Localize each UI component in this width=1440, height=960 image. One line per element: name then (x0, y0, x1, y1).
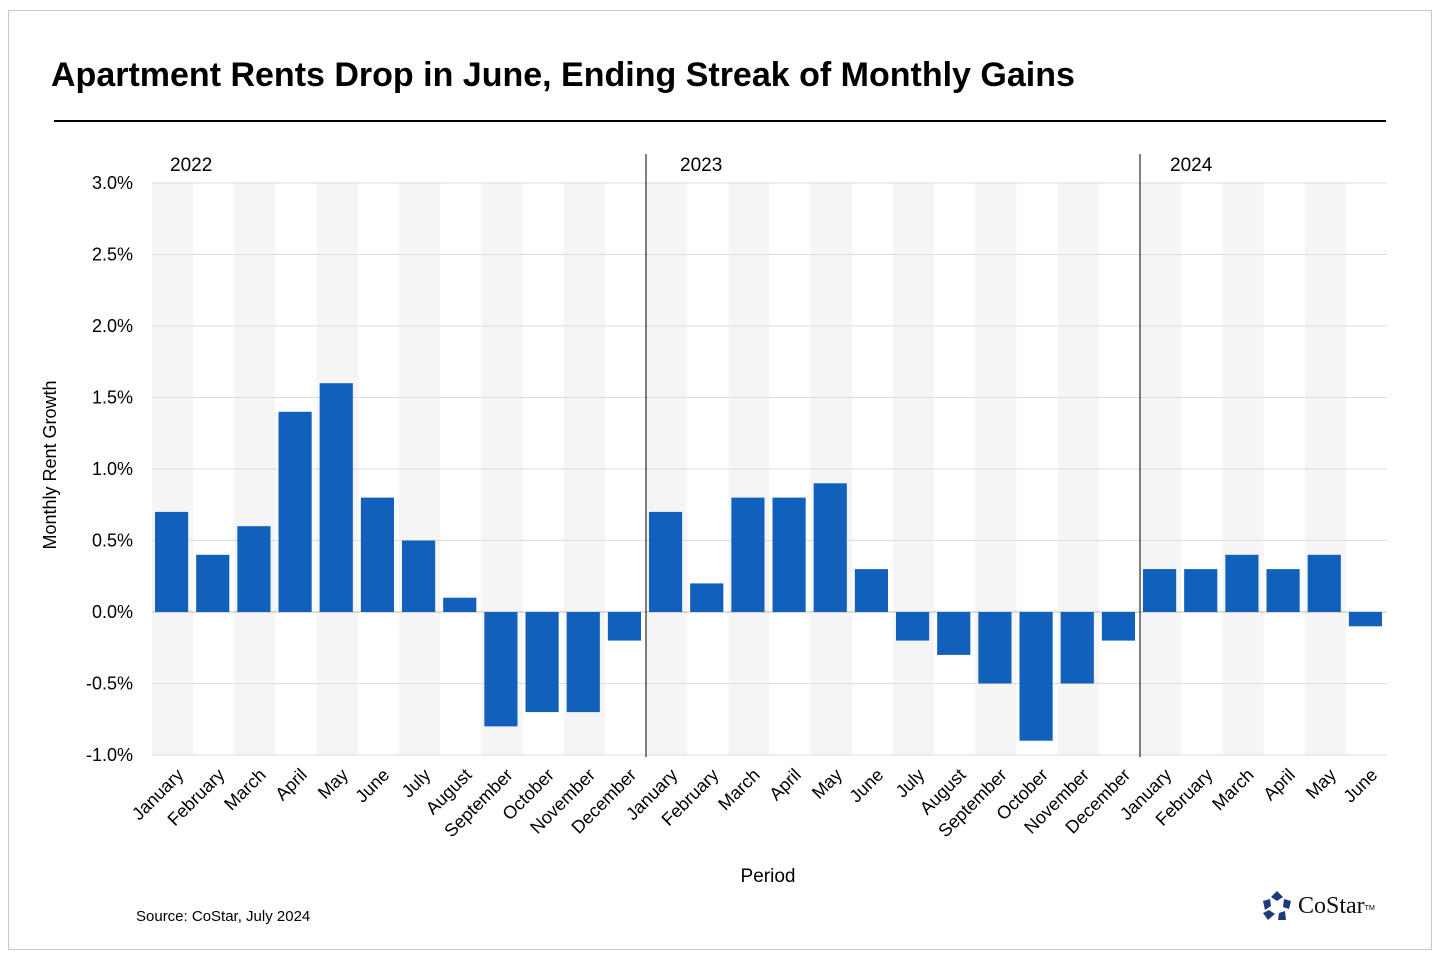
x-tick-label: March (220, 765, 270, 815)
bar-december-2022 (607, 612, 641, 641)
chart-title: Apartment Rents Drop in June, Ending Str… (51, 56, 1075, 94)
y-tick-label: 1.5% (92, 388, 133, 408)
bar-august-2023 (937, 612, 971, 655)
bar-february-2022 (196, 554, 230, 612)
bar-june-2023 (854, 569, 888, 612)
bar-november-2022 (566, 612, 600, 713)
bar-april-2023 (772, 497, 806, 612)
x-tick-label: March (1208, 765, 1258, 815)
bar-may-2023 (813, 483, 847, 612)
bar-march-2023 (731, 497, 765, 612)
x-tick-label: June (1339, 765, 1381, 807)
x-tick-label: May (1302, 765, 1340, 803)
bar-march-2024 (1225, 554, 1259, 612)
bar-april-2024 (1266, 569, 1300, 612)
x-tick-label: June (351, 765, 393, 807)
bar-october-2023 (1019, 612, 1053, 741)
year-label: 2022 (170, 155, 212, 176)
trademark: TM (1364, 904, 1375, 912)
bar-june-2022 (360, 497, 394, 612)
x-tick-label: May (314, 765, 352, 803)
bar-september-2023 (978, 612, 1012, 684)
y-tick-label: 3.0% (92, 173, 133, 193)
bar-december-2023 (1101, 612, 1135, 641)
bar-march-2022 (237, 526, 271, 612)
bar-september-2022 (484, 612, 518, 727)
bar-june-2024 (1348, 612, 1382, 627)
x-tick-label: April (1259, 765, 1299, 805)
y-tick-label: -1.0% (86, 745, 133, 765)
bar-november-2023 (1060, 612, 1094, 684)
bar-may-2022 (319, 383, 353, 612)
bar-july-2022 (402, 540, 436, 612)
year-label: 2024 (1170, 155, 1213, 176)
bar-february-2023 (690, 583, 724, 612)
bar-january-2024 (1143, 569, 1177, 612)
source-note: Source: CoStar, July 2024 (136, 908, 311, 925)
y-tick-label: 0.0% (92, 602, 133, 622)
bar-august-2022 (443, 597, 477, 612)
y-tick-label: -0.5% (86, 674, 133, 694)
bar-april-2022 (278, 411, 312, 612)
costar-logo: CoStar TM (1260, 890, 1375, 922)
x-axis-label: Period (741, 866, 796, 887)
bar-may-2024 (1307, 554, 1341, 612)
y-tick-label: 1.0% (92, 459, 133, 479)
costar-wordmark: CoStar (1298, 892, 1365, 919)
y-tick-label: 2.5% (92, 245, 133, 265)
costar-star-icon (1263, 891, 1291, 920)
y-tick-label: 2.0% (92, 316, 133, 336)
x-tick-label: March (714, 765, 764, 815)
bar-january-2022 (155, 511, 189, 612)
bar-january-2023 (649, 511, 683, 612)
chart-frame (8, 10, 1432, 950)
year-label: 2023 (680, 155, 722, 176)
x-tick-label: April (271, 765, 311, 805)
bar-october-2022 (525, 612, 559, 713)
bar-february-2024 (1184, 569, 1218, 612)
x-tick-label: April (765, 765, 805, 805)
x-tick-label: June (845, 765, 887, 807)
y-tick-label: 0.5% (92, 531, 133, 551)
title-divider (54, 120, 1386, 122)
y-axis-label: Monthly Rent Growth (40, 380, 60, 549)
x-tick-label: May (808, 765, 846, 803)
bar-july-2023 (896, 612, 930, 641)
